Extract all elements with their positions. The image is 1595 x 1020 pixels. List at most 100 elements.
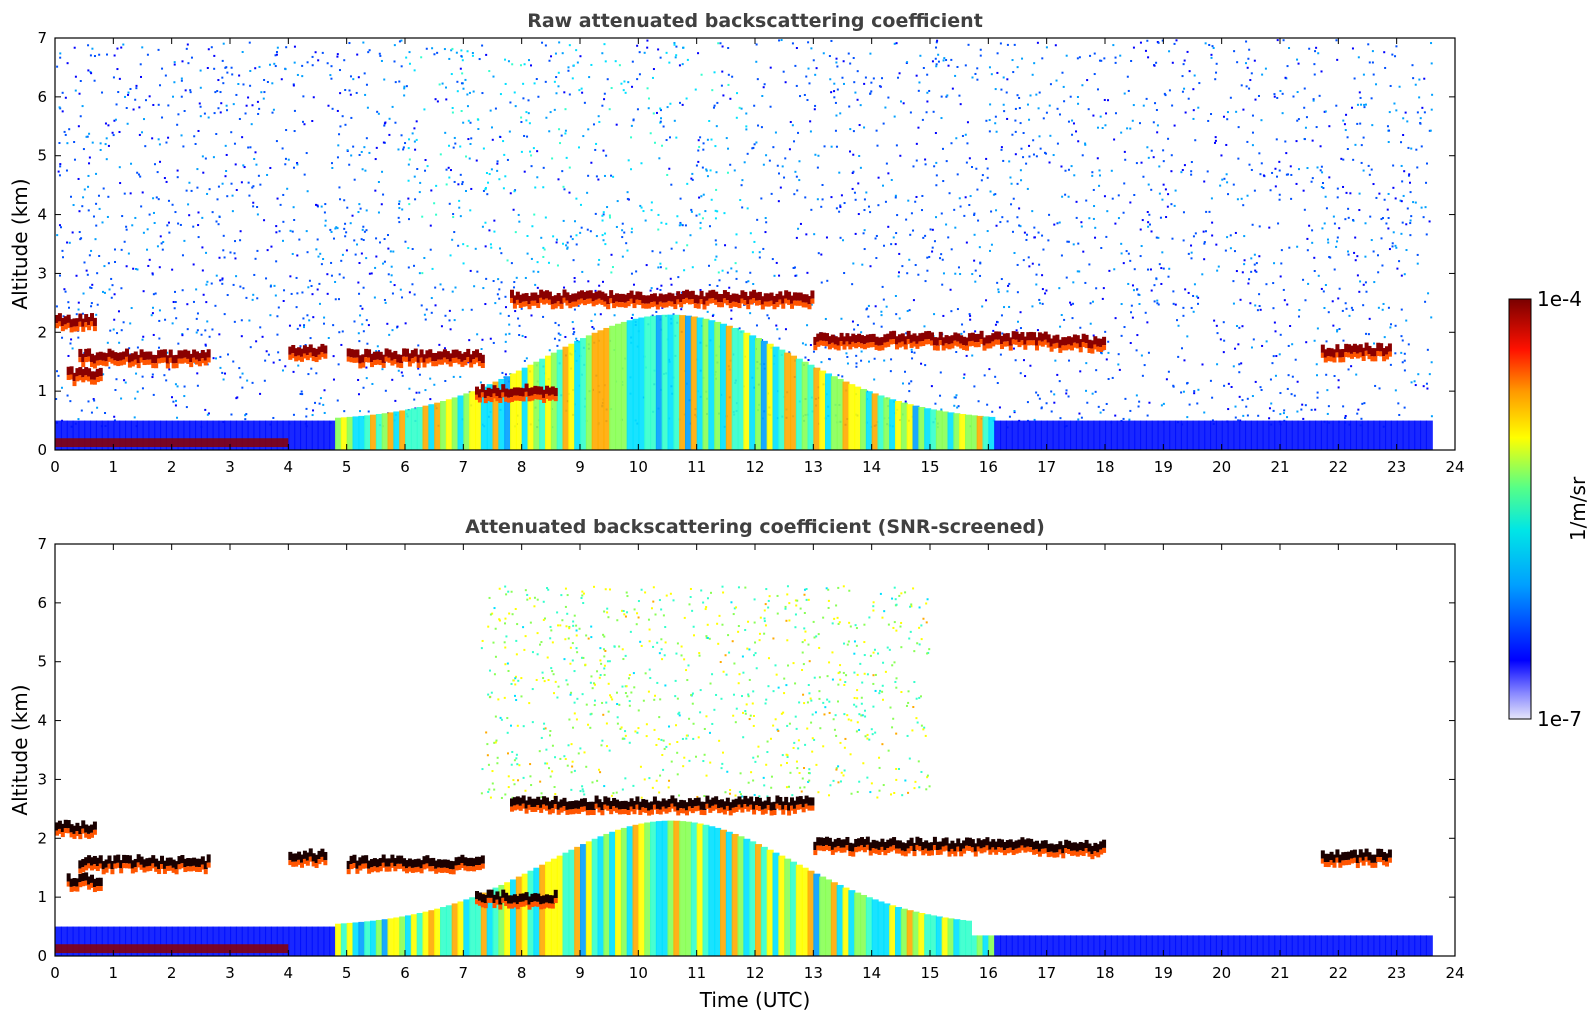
panel-raw-noise-cell bbox=[98, 254, 101, 257]
panel-raw-aerosol-column bbox=[912, 405, 920, 450]
panel-raw-aerosol-column bbox=[1175, 420, 1182, 450]
panel-raw-noise-cell bbox=[962, 376, 965, 379]
panel-raw-noise-cell bbox=[1171, 61, 1174, 64]
panel-raw-noise-cell bbox=[301, 75, 304, 78]
panel-raw-noise-cell bbox=[1093, 73, 1096, 76]
panel-raw-aerosol-column bbox=[311, 420, 319, 450]
panel-raw-noise-cell bbox=[646, 46, 649, 49]
panel-raw-noise-cell bbox=[788, 351, 791, 354]
panel-raw-noise-cell bbox=[263, 78, 266, 81]
panel-raw-cloud-edge bbox=[507, 397, 512, 403]
panel-raw-noise-cell bbox=[1211, 396, 1214, 399]
panel-raw-noise-cell bbox=[208, 188, 211, 191]
panel-raw-noise-cell bbox=[1418, 78, 1421, 81]
panel-raw-cloud-cell bbox=[965, 337, 969, 346]
panel-raw-noise-cell bbox=[591, 326, 594, 329]
panel-raw-noise-cell bbox=[939, 394, 942, 397]
panel-raw-noise-cell bbox=[1181, 347, 1184, 350]
panel-raw-noise-cell bbox=[911, 357, 914, 360]
panel-raw-noise-cell bbox=[913, 351, 916, 354]
panel-raw-cloud-cell bbox=[1002, 333, 1007, 342]
panel-raw-noise-cell bbox=[1255, 262, 1258, 265]
panel-raw-noise-cell bbox=[553, 80, 556, 83]
panel-raw-noise-cell bbox=[362, 330, 365, 333]
panel-raw-noise-cell bbox=[1193, 392, 1196, 395]
panel-raw-aerosol-column bbox=[270, 420, 278, 450]
panel-raw-noise-cell bbox=[852, 262, 855, 265]
panel-raw-noise-cell bbox=[482, 189, 485, 192]
panel-raw-noise-cell bbox=[711, 314, 714, 317]
panel-raw-noise-cell bbox=[332, 355, 335, 358]
panel-raw-noise-cell bbox=[767, 317, 770, 320]
panel-raw-noise-cell bbox=[1075, 216, 1078, 219]
panel-raw-noise-cell bbox=[429, 377, 432, 380]
panel-raw-noise-cell bbox=[204, 157, 207, 160]
panel-raw-noise-cell bbox=[295, 276, 298, 279]
panel-raw-noise-cell bbox=[834, 101, 837, 104]
panel-raw-noise-cell bbox=[1248, 87, 1251, 90]
panel-raw-noise-cell bbox=[1045, 152, 1048, 155]
panel-raw-noise-cell bbox=[55, 398, 58, 401]
panel-raw-cloud-cell bbox=[451, 349, 456, 358]
panel-raw-noise-cell bbox=[1273, 321, 1276, 324]
panel-raw-noise-cell bbox=[711, 89, 714, 92]
panel-raw-noise-cell bbox=[640, 162, 643, 165]
panel-raw-cloud-edge bbox=[84, 357, 89, 363]
panel-raw-noise-cell bbox=[922, 66, 925, 69]
panel-raw-noise-cell bbox=[1040, 407, 1043, 410]
panel-screened-noise-cell bbox=[543, 617, 546, 620]
panel-raw-noise-cell bbox=[1240, 362, 1243, 365]
panel-raw-noise-cell bbox=[59, 52, 62, 55]
panel-raw-noise-cell bbox=[1317, 52, 1320, 55]
panel-raw-cloud-cell bbox=[297, 347, 302, 356]
panel-raw-noise-cell bbox=[424, 169, 427, 172]
panel-raw-cloud-cell bbox=[442, 349, 447, 358]
panel-raw-noise-cell bbox=[1308, 224, 1311, 227]
panel-raw-noise-cell bbox=[861, 263, 864, 266]
panel-raw-noise-cell bbox=[1327, 311, 1330, 314]
panel-raw-aerosol-column bbox=[1390, 420, 1398, 450]
panel-screened-noise-cell bbox=[535, 678, 538, 681]
panel-screened-noise-cell bbox=[835, 767, 838, 770]
panel-raw-noise-cell bbox=[1285, 173, 1288, 176]
panel-raw-cloud-edge bbox=[1035, 345, 1039, 351]
panel-raw-noise-cell bbox=[1075, 200, 1078, 203]
panel-raw-cloud-edge bbox=[641, 303, 646, 309]
panel-raw-noise-cell bbox=[745, 281, 748, 284]
panel-raw-noise-cell bbox=[650, 209, 653, 212]
panel-raw-noise-cell bbox=[712, 313, 715, 316]
panel-raw-cloud-cell bbox=[790, 295, 794, 304]
panel-raw-cloud-cell bbox=[1017, 333, 1022, 343]
panel-raw-noise-cell bbox=[1295, 182, 1298, 185]
panel-raw-noise-cell bbox=[734, 246, 737, 249]
panel-raw-aerosol-column bbox=[165, 420, 173, 450]
panel-raw-noise-cell bbox=[1014, 153, 1017, 156]
panel-raw-noise-cell bbox=[1276, 175, 1279, 178]
panel-raw-noise-cell bbox=[1053, 223, 1056, 226]
panel-raw-noise-cell bbox=[305, 230, 308, 233]
panel-raw-noise-cell bbox=[1272, 282, 1275, 285]
panel-raw-noise-cell bbox=[240, 335, 243, 338]
panel-raw-aerosol-column bbox=[1408, 420, 1416, 450]
panel-raw-noise-cell bbox=[462, 262, 465, 265]
panel-raw-x-tick-label: 6 bbox=[400, 458, 410, 476]
panel-raw-cloud-cell bbox=[935, 337, 940, 346]
panel-raw-noise-cell bbox=[206, 66, 209, 69]
panel-raw-cloud-cell bbox=[1093, 336, 1098, 345]
panel-screened-noise-cell bbox=[607, 682, 610, 685]
panel-raw-noise-cell bbox=[148, 95, 151, 98]
panel-raw-aerosol-column bbox=[1000, 420, 1007, 450]
panel-raw-noise-cell bbox=[523, 359, 526, 362]
panel-screened-noise-cell bbox=[784, 605, 787, 608]
panel-raw-noise-cell bbox=[451, 238, 454, 241]
panel-raw-noise-cell bbox=[1280, 249, 1283, 252]
panel-raw-noise-cell bbox=[442, 288, 445, 291]
panel-raw-noise-cell bbox=[659, 107, 662, 110]
panel-raw-noise-cell bbox=[435, 184, 438, 187]
panel-raw-noise-cell bbox=[1338, 227, 1341, 230]
panel-raw-cloud-cell bbox=[66, 314, 71, 323]
panel-raw-cloud-cell bbox=[521, 293, 526, 302]
panel-screened-noise-cell bbox=[786, 756, 789, 759]
panel-raw-noise-cell bbox=[238, 117, 241, 120]
panel-raw-cloud-edge bbox=[1350, 353, 1354, 359]
